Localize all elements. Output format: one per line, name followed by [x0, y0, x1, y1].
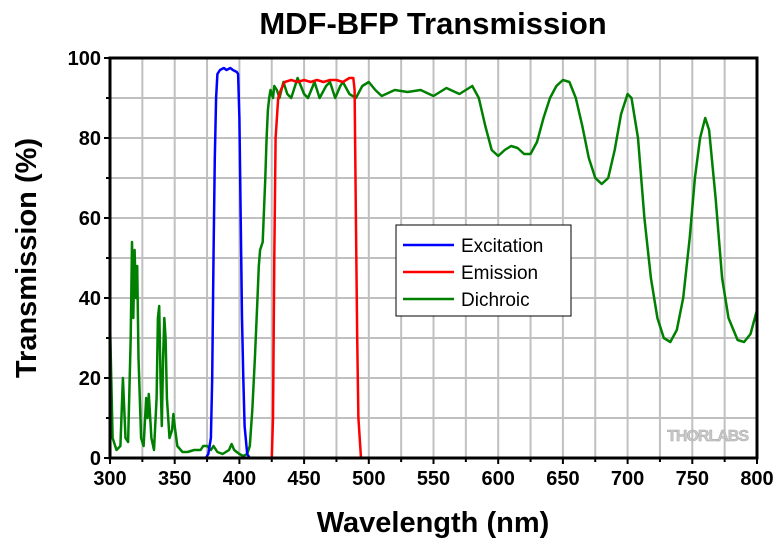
x-tick-label: 300 — [93, 468, 126, 490]
thorlabs-watermark: THORLABS — [667, 428, 751, 446]
watermark-text: THORLABS — [667, 428, 749, 445]
x-tick-label: 450 — [287, 468, 320, 490]
legend-label-excitation: Excitation — [461, 236, 543, 257]
y-tick-label: 80 — [79, 128, 101, 150]
x-tick-label: 600 — [482, 468, 515, 490]
series-line-dichroic — [108, 76, 759, 458]
series-lines — [108, 66, 759, 460]
legend-label-emission: Emission — [461, 263, 538, 284]
series-line-excitation — [110, 66, 757, 460]
legend-label-dichroic: Dichroic — [461, 290, 530, 311]
series-line-emission — [110, 76, 757, 460]
x-tick-label: 350 — [158, 468, 191, 490]
legend: Excitation Emission Dichroic — [395, 224, 572, 317]
x-tick-label: 700 — [611, 468, 644, 490]
y-tick-label: 20 — [79, 368, 101, 390]
legend-box — [395, 224, 572, 317]
y-axis-label: Transmission (%) — [11, 138, 43, 378]
x-axis-label: Wavelength (nm) — [317, 507, 550, 539]
axis-ticks: 300 350 400 450 500 550 600 650 700 750 800 0 20 40 60… — [68, 48, 774, 490]
y-tick-label: 0 — [90, 448, 101, 470]
chart-title: MDF-BFP Transmission — [259, 6, 606, 41]
x-tick-label: 550 — [417, 468, 450, 490]
x-tick-label: 800 — [740, 468, 773, 490]
x-tick-label: 750 — [676, 468, 709, 490]
y-tick-label: 100 — [68, 48, 101, 70]
y-tick-label: 40 — [79, 288, 101, 310]
x-tick-label: 650 — [546, 468, 579, 490]
x-tick-label: 500 — [352, 468, 385, 490]
x-tick-label: 400 — [223, 468, 256, 490]
y-tick-label: 60 — [79, 208, 101, 230]
